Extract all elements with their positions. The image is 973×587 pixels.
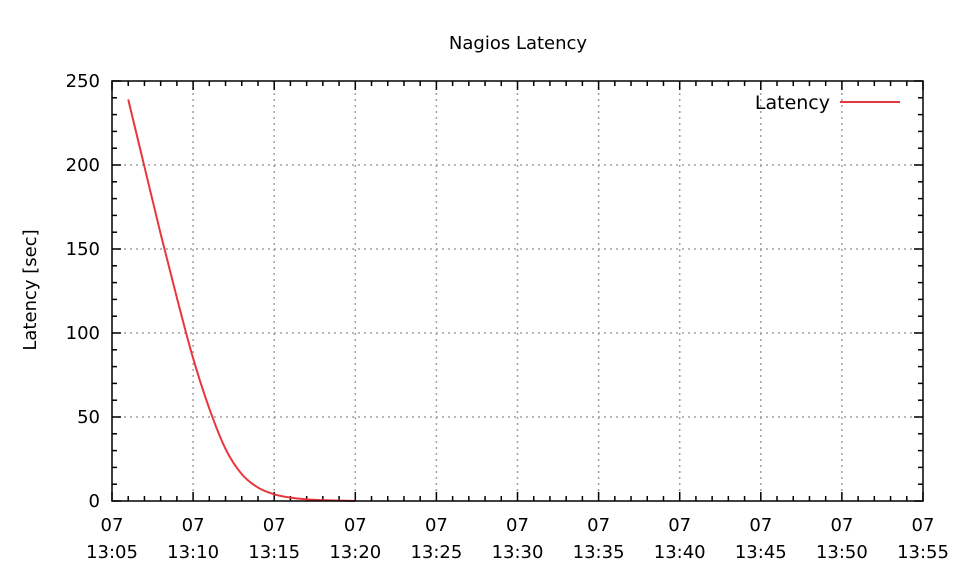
axis-ticks [111,80,924,502]
x-tick-time-label: 13:35 [573,542,625,563]
x-tick-day-label: 07 [101,515,124,536]
y-tick-label: 0 [89,491,100,512]
y-axis-label: Latency [sec] [20,229,41,350]
grid [112,81,923,501]
series-lines [127,99,356,502]
x-tick-day-label: 07 [749,515,772,536]
x-tick-time-label: 13:15 [248,542,300,563]
x-tick-day-label: 07 [912,515,935,536]
x-tick-day-label: 07 [263,515,286,536]
x-tick-day-label: 07 [506,515,529,536]
x-tick-day-label: 07 [587,515,610,536]
y-tick-label: 150 [66,239,100,260]
chart-title: Nagios Latency [449,33,588,54]
plot-frame [111,80,924,502]
series-line-latency [127,99,356,502]
y-tick-label: 250 [66,71,100,92]
x-tick-time-label: 13:05 [86,542,138,563]
legend-label: Latency [755,92,830,114]
x-tick-time-label: 13:20 [329,542,381,563]
x-tick-time-label: 13:50 [816,542,868,563]
x-tick-day-label: 07 [425,515,448,536]
x-tick-day-label: 07 [830,515,853,536]
x-tick-day-label: 07 [182,515,205,536]
x-tick-day-label: 07 [668,515,691,536]
x-tick-time-label: 13:25 [410,542,462,563]
x-tick-time-label: 13:45 [735,542,787,563]
x-tick-time-label: 13:30 [492,542,544,563]
y-tick-label: 200 [66,155,100,176]
legend: Latency [755,92,900,114]
y-tick-label: 100 [66,323,100,344]
x-tick-time-label: 13:10 [167,542,219,563]
x-tick-time-label: 13:55 [897,542,949,563]
x-tick-day-label: 07 [344,515,367,536]
x-tick-time-label: 13:40 [654,542,706,563]
tick-labels: 0 50 100 150 200 250 07 13:05 07 13:10 07 13:15 07 13… [66,71,949,563]
y-tick-label: 50 [77,407,100,428]
